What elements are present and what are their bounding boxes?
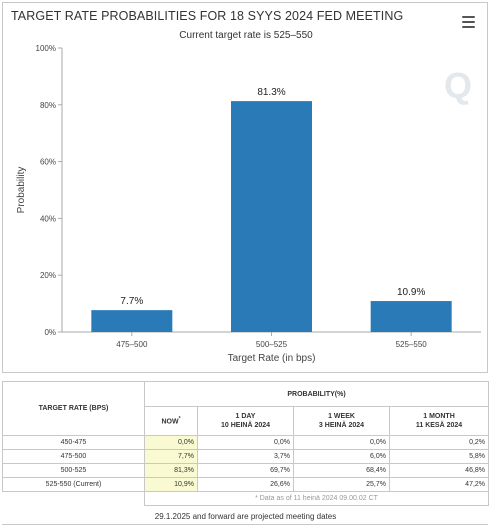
projection-footnote: 29.1.2025 and forward are projected meet… (154, 512, 337, 521)
chart-panel: TARGET RATE PROBABILITIES FOR 18 SYYS 20… (2, 2, 488, 373)
column-header-line1: 1 WEEK (328, 413, 355, 420)
probability-column-header: 1 DAY 10 HEINÄ 2024 (197, 406, 294, 436)
y-tick-label: 40% (40, 214, 56, 223)
probability-column-header: NOW* (144, 406, 198, 436)
column-header-line1: NOW (161, 418, 179, 426)
probability-cell: 0,0% (197, 435, 294, 450)
now-probability-cell: 10,9% (144, 477, 198, 492)
probability-table: TARGET RATE (BPS) PROBABILITY(%) NOW* 1 D… (2, 381, 490, 506)
empty-cell (3, 492, 145, 506)
y-tick-label: 100% (36, 44, 56, 53)
probability-cell: 46,8% (388, 463, 490, 478)
probability-column-header: 1 WEEK 3 HEINÄ 2024 (293, 406, 390, 436)
bar (370, 301, 452, 332)
column-header-asterisk: * (178, 416, 181, 423)
target-rate-cell: 450-475 (2, 435, 145, 450)
column-header-date: 3 HEINÄ 2024 (318, 422, 365, 429)
table-row: 525-550 (Current) 10,9% 26,6% 25,7% 47,2% (2, 477, 490, 492)
column-header-line1: 1 MONTH (423, 413, 455, 420)
bar-data-label: 81.3% (257, 87, 285, 98)
column-header-date: 10 HEINÄ 2024 (220, 422, 271, 429)
probability-cell: 47,2% (388, 477, 490, 492)
probability-cell: 6,0% (293, 449, 390, 464)
x-tick-label: 525–550 (396, 340, 428, 349)
table-row: 500-525 81,3% 69,7% 68,4% 46,8% (2, 463, 490, 478)
y-tick-label: 20% (40, 271, 56, 280)
probability-cell: 68,4% (293, 463, 390, 478)
y-tick-label: 0% (44, 328, 56, 337)
target-rate-cell: 475-500 (2, 449, 145, 464)
x-tick-label: 500–525 (256, 340, 288, 349)
table-row: 450-475 0,0% 0,0% 0,0% 0,2% (2, 435, 490, 450)
probability-column-header: 1 MONTH 11 KESÄ 2024 (388, 406, 490, 436)
probability-cell: 26,6% (197, 477, 294, 492)
target-rate-cell: 525-550 (Current) (2, 477, 145, 492)
now-probability-cell: 0,0% (144, 435, 198, 450)
now-probability-cell: 81,3% (144, 463, 198, 478)
bar-data-label: 7.7% (120, 296, 143, 307)
bottom-divider (2, 524, 488, 525)
column-header-date: 11 KESÄ 2024 (415, 422, 463, 429)
bar (91, 310, 173, 332)
probability-cell: 3,7% (197, 449, 294, 464)
bar (230, 101, 313, 332)
chart-subtitle: Current target rate is 525–550 (179, 30, 313, 41)
data-as-of-note: * Data as of 11 heinä 2024 09.00.02 CT (143, 491, 490, 506)
probability-cell: 0,0% (293, 435, 390, 450)
target-rate-header: TARGET RATE (BPS) (2, 381, 145, 436)
column-header-line1: 1 DAY (235, 413, 256, 420)
y-tick-label: 60% (40, 158, 56, 167)
now-probability-cell: 7,7% (144, 449, 198, 464)
y-axis-label: Probability (16, 167, 27, 214)
probability-cell: 69,7% (197, 463, 294, 478)
x-tick-label: 475–500 (116, 340, 148, 349)
y-tick-label: 80% (40, 101, 56, 110)
x-axis-label: Target Rate (in bps) (228, 353, 316, 364)
bar-chart: Q 0% 20% 40% 60% 80% 100% Probability 7.7% 475–50… (16, 44, 481, 364)
probability-cell: 5,8% (388, 449, 490, 464)
q-logo-icon: Q (444, 65, 472, 106)
table-row: 475-500 7,7% 3,7% 6,0% 5,8% (2, 449, 490, 464)
probability-table-container: TARGET RATE (BPS) PROBABILITY(%) NOW* 1 D… (2, 381, 490, 506)
probability-cell: 25,7% (293, 477, 390, 492)
probability-cell: 0,2% (388, 435, 490, 450)
probability-header: PROBABILITY(%) (143, 381, 490, 407)
chart-title: TARGET RATE PROBABILITIES FOR 18 SYYS 20… (11, 9, 404, 23)
data-note-row: * Data as of 11 heinä 2024 09.00.02 CT (3, 491, 490, 506)
bar-data-label: 10.9% (397, 287, 425, 298)
target-rate-cell: 500-525 (2, 463, 145, 478)
hamburger-menu-icon[interactable] (462, 16, 475, 28)
